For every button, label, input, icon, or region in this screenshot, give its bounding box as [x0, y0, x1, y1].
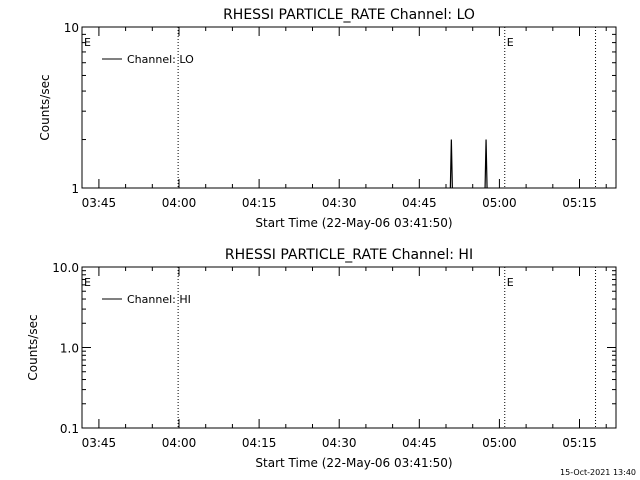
y-tick-label: 1.0 [60, 342, 79, 356]
chart-panel-2: RHESSI PARTICLE_RATE Channel: HI 0.1 1.0 10… [26, 247, 617, 470]
y-tick-label: 1 [71, 182, 79, 196]
y-tick-label: 0.1 [60, 422, 79, 436]
x-tick-label: 03:45 [82, 436, 117, 450]
x-tick-label: 04:00 [162, 196, 197, 210]
data-spike [484, 139, 488, 189]
legend-entry: Channel: LO [127, 53, 194, 66]
x-tick-label: 04:45 [402, 196, 437, 210]
x-tick-label: 04:15 [242, 196, 277, 210]
x-tick-label: 05:00 [482, 196, 517, 210]
y-axis-label: Counts/sec [38, 74, 52, 140]
x-tick-label: 05:00 [482, 436, 517, 450]
event-marker-label: E [84, 36, 91, 49]
x-tick-label: 04:30 [322, 196, 357, 210]
event-marker-label: E [84, 276, 91, 289]
plot-frame [81, 26, 617, 189]
chart-title: RHESSI PARTICLE_RATE Channel: LO [223, 7, 475, 23]
x-tick-label: 03:45 [82, 196, 117, 210]
y-axis-label: Counts/sec [26, 314, 40, 380]
plot-frame [81, 266, 617, 429]
chart-panel-1: RHESSI PARTICLE_RATE Channel: LO 1 10 03:45… [38, 7, 617, 230]
x-tick-label: 04:30 [322, 436, 357, 450]
legend-entry: Channel: HI [127, 293, 191, 306]
x-axis-label: Start Time (22-May-06 03:41:50) [255, 456, 452, 470]
x-axis-label: Start Time (22-May-06 03:41:50) [255, 216, 452, 230]
event-marker-label: E [507, 36, 514, 49]
footer-timestamp: 15-Oct-2021 13:40 [560, 468, 636, 477]
x-tick-label: 04:00 [162, 436, 197, 450]
x-tick-label: 04:45 [402, 436, 437, 450]
x-tick-label: 04:15 [242, 436, 277, 450]
chart-title: RHESSI PARTICLE_RATE Channel: HI [225, 247, 473, 263]
data-spike [449, 139, 453, 189]
x-tick-label: 05:15 [562, 436, 597, 450]
x-tick-label: 05:15 [562, 196, 597, 210]
y-tick-label: 10 [64, 21, 79, 35]
y-tick-label: 10.0 [52, 261, 79, 275]
event-marker-label: E [507, 276, 514, 289]
